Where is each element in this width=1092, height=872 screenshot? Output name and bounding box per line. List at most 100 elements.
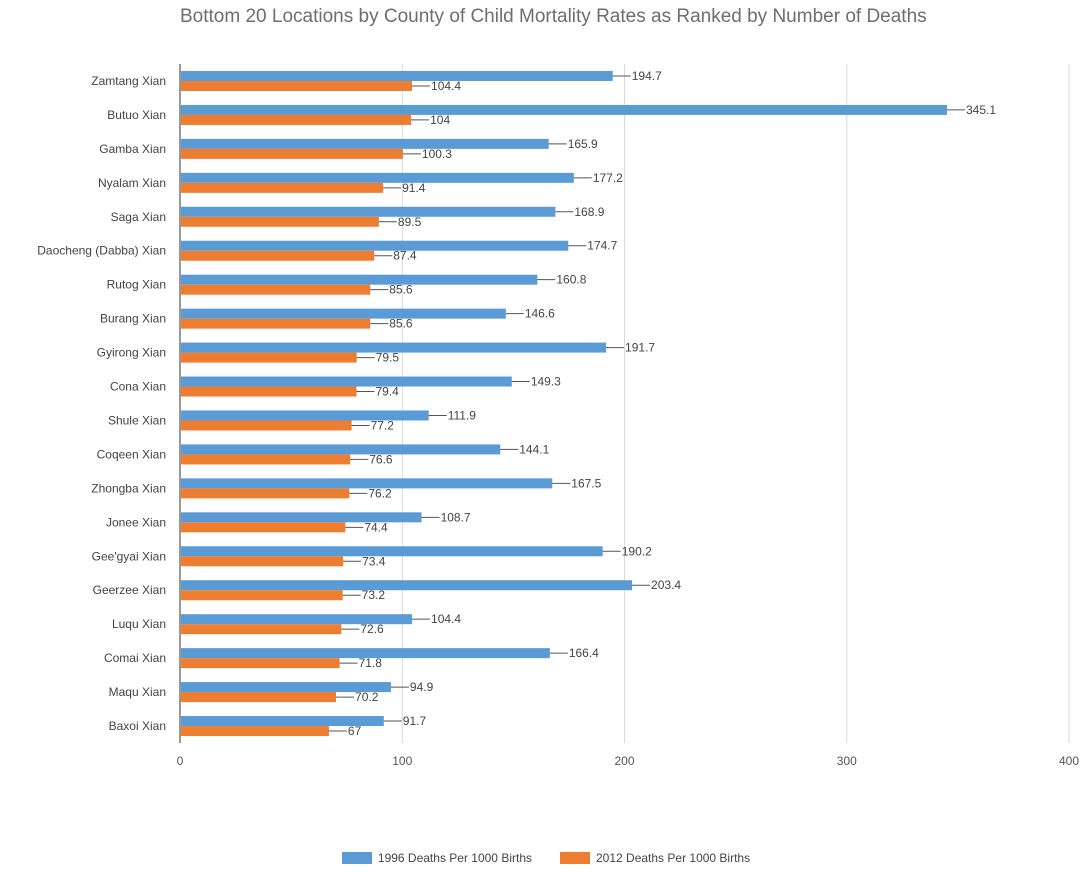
data-label: 70.2 bbox=[355, 690, 379, 704]
data-label: 72.6 bbox=[360, 622, 384, 636]
data-label: 160.8 bbox=[556, 273, 586, 287]
data-label: 104 bbox=[430, 113, 450, 127]
category-label: Zamtang Xian bbox=[91, 74, 166, 88]
bar-2012[interactable] bbox=[181, 80, 413, 91]
bar-1996[interactable] bbox=[181, 342, 607, 353]
category-label: Zhongba Xian bbox=[91, 481, 166, 495]
data-label: 166.4 bbox=[569, 646, 599, 660]
bar-2012[interactable] bbox=[181, 658, 340, 669]
bar-2012[interactable] bbox=[181, 284, 371, 295]
bar-1996[interactable] bbox=[181, 206, 556, 217]
bar-2012[interactable] bbox=[181, 182, 384, 193]
category-label: Cona Xian bbox=[110, 380, 166, 394]
bar-2012[interactable] bbox=[181, 148, 403, 159]
x-tick-label: 0 bbox=[177, 754, 184, 768]
data-label: 168.9 bbox=[574, 205, 604, 219]
data-label: 194.7 bbox=[632, 69, 662, 83]
bar-1996[interactable] bbox=[181, 410, 429, 421]
bar-1996[interactable] bbox=[181, 512, 422, 523]
bar-1996[interactable] bbox=[181, 478, 553, 489]
data-label: 104.4 bbox=[431, 612, 461, 626]
category-label: Burang Xian bbox=[100, 312, 166, 326]
bar-1996[interactable] bbox=[181, 240, 569, 251]
bar-1996[interactable] bbox=[181, 70, 613, 81]
bar-2012[interactable] bbox=[181, 114, 412, 125]
bar-1996[interactable] bbox=[181, 376, 512, 387]
bar-1996[interactable] bbox=[181, 308, 506, 319]
bar-1996[interactable] bbox=[181, 172, 574, 183]
data-label: 167.5 bbox=[571, 476, 601, 490]
bar-1996[interactable] bbox=[181, 614, 413, 625]
data-label: 144.1 bbox=[519, 442, 549, 456]
bar-1996[interactable] bbox=[181, 716, 384, 727]
bar-2012[interactable] bbox=[181, 488, 350, 499]
data-label: 74.4 bbox=[364, 520, 388, 534]
data-label: 146.6 bbox=[525, 307, 555, 321]
chart-title: Bottom 20 Locations by County of Child M… bbox=[180, 6, 927, 27]
bar-1996[interactable] bbox=[181, 444, 501, 455]
category-label: Coqeen Xian bbox=[97, 447, 166, 461]
data-label: 203.4 bbox=[651, 578, 681, 592]
category-label: Gee'gyai Xian bbox=[92, 549, 166, 563]
data-label: 108.7 bbox=[441, 510, 471, 524]
data-label: 111.9 bbox=[448, 408, 477, 422]
bar-1996[interactable] bbox=[181, 104, 947, 115]
bar-1996[interactable] bbox=[181, 580, 633, 591]
legend-label-2012: 2012 Deaths Per 1000 Births bbox=[596, 851, 751, 865]
category-label: Jonee Xian bbox=[106, 515, 166, 529]
category-label: Gamba Xian bbox=[99, 142, 166, 156]
data-label: 91.4 bbox=[402, 181, 426, 195]
legend-item-1996[interactable]: 1996 Deaths Per 1000 Births bbox=[341, 851, 532, 865]
category-label: Shule Xian bbox=[108, 413, 166, 427]
data-label: 165.9 bbox=[568, 137, 598, 151]
bar-1996[interactable] bbox=[181, 138, 549, 149]
bar-1996[interactable] bbox=[181, 546, 603, 557]
labels-layer: 194.7 345.1 165.9 177.2 168.9 174.7 160.8 146.6… bbox=[328, 69, 996, 738]
category-label: Maqu Xian bbox=[109, 685, 166, 699]
bar-2012[interactable] bbox=[181, 454, 351, 465]
data-label: 71.8 bbox=[359, 656, 383, 670]
data-label: 85.6 bbox=[389, 283, 413, 297]
category-label: Saga Xian bbox=[111, 210, 166, 224]
bar-2012[interactable] bbox=[181, 250, 375, 261]
data-label: 149.3 bbox=[531, 375, 561, 389]
bar-1996[interactable] bbox=[181, 682, 391, 693]
x-tick-label: 400 bbox=[1059, 754, 1079, 768]
bar-2012[interactable] bbox=[181, 420, 352, 431]
bar-2012[interactable] bbox=[181, 352, 357, 363]
data-label: 191.7 bbox=[625, 341, 655, 355]
bar-2012[interactable] bbox=[181, 318, 371, 329]
data-label: 94.9 bbox=[410, 680, 434, 694]
data-label: 100.3 bbox=[422, 147, 452, 161]
data-label: 85.6 bbox=[389, 317, 413, 331]
bar-2012[interactable] bbox=[181, 624, 342, 635]
bar-1996[interactable] bbox=[181, 274, 538, 285]
axis-layer: 0 100 200 300 400 Zamtang Xian Butuo Xian Gamba… bbox=[37, 64, 1079, 768]
data-label: 73.2 bbox=[362, 588, 386, 602]
data-label: 345.1 bbox=[966, 103, 996, 117]
bar-2012[interactable] bbox=[181, 386, 357, 397]
grid-layer bbox=[401, 64, 1070, 743]
bar-2012[interactable] bbox=[181, 692, 337, 703]
bar-2012[interactable] bbox=[181, 590, 343, 601]
legend-item-2012[interactable]: 2012 Deaths Per 1000 Births bbox=[560, 851, 750, 865]
bar-1996[interactable] bbox=[181, 648, 550, 659]
data-label: 76.2 bbox=[368, 486, 392, 500]
category-label: Butuo Xian bbox=[107, 108, 166, 122]
category-label: Gyirong Xian bbox=[97, 346, 166, 360]
category-label: Baxoi Xian bbox=[109, 719, 166, 733]
data-label: 190.2 bbox=[622, 544, 652, 558]
data-label: 79.4 bbox=[375, 385, 399, 399]
x-tick-label: 200 bbox=[614, 754, 634, 768]
x-tick-label: 300 bbox=[837, 754, 857, 768]
bar-2012[interactable] bbox=[181, 216, 379, 227]
legend-swatch-1996 bbox=[341, 852, 372, 864]
bar-2012[interactable] bbox=[181, 556, 344, 567]
data-label: 177.2 bbox=[593, 171, 623, 185]
data-label: 73.4 bbox=[362, 554, 386, 568]
bar-2012[interactable] bbox=[181, 522, 346, 533]
data-label: 87.4 bbox=[393, 249, 417, 263]
category-label: Nyalam Xian bbox=[98, 176, 166, 190]
bar-2012[interactable] bbox=[181, 726, 329, 737]
